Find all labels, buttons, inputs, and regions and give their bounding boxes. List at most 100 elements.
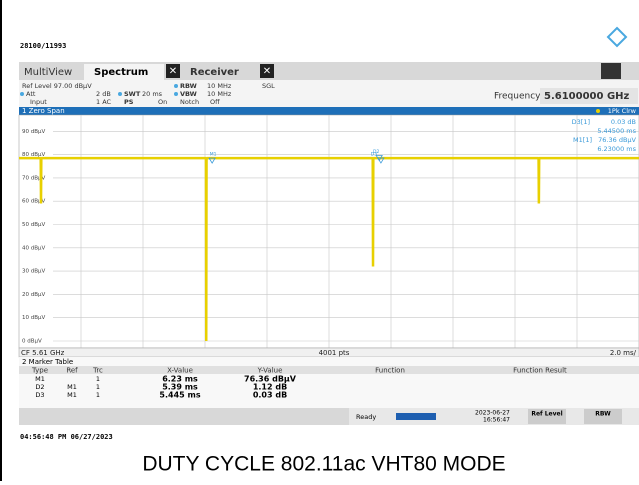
- frequency-box[interactable]: [540, 88, 638, 104]
- status-date: 2023-06-27: [475, 410, 510, 417]
- logo: [606, 26, 628, 48]
- header-id: 28100/11993: [20, 42, 66, 50]
- div: 2.0 ms/: [610, 349, 637, 357]
- marker: [208, 157, 216, 164]
- y-tick-label: 40 dBµV: [22, 245, 46, 251]
- column-header: Type: [31, 367, 48, 375]
- ref-level-button[interactable]: [528, 409, 566, 424]
- table-cell: D2: [35, 383, 44, 391]
- window-title: 1 Zero Span: [22, 107, 65, 115]
- tab-active[interactable]: [84, 64, 164, 80]
- marker-label: D3: [371, 152, 377, 158]
- table-cell: 5.39 ms: [162, 383, 198, 392]
- timestamp: 04:56:48 PM 06/27/2023: [20, 433, 113, 441]
- dot: [174, 84, 178, 88]
- table-cell: 0.03 dB: [253, 391, 287, 400]
- marker-label: M1: [210, 152, 217, 158]
- close-button[interactable]: [166, 64, 180, 78]
- table-cell: 1: [96, 375, 100, 383]
- y-tick-label: 80 dBµV: [22, 152, 46, 158]
- column-header: X-Value: [167, 367, 193, 375]
- cf: CF 5.61 GHz: [21, 349, 65, 357]
- trace-dot: [596, 109, 600, 113]
- setting: RBW: [180, 82, 197, 90]
- y-tick-label: 70 dBµV: [22, 175, 46, 181]
- window-title-bar: [19, 107, 639, 115]
- y-tick-label: 60 dBµV: [22, 199, 46, 205]
- table-cell: M1: [35, 375, 45, 383]
- setting: Off: [210, 98, 220, 106]
- setting: PS: [124, 98, 134, 106]
- y-tick-label: 20 dBµV: [22, 292, 46, 298]
- points: 4001 pts: [319, 349, 350, 357]
- trace: [19, 156, 639, 342]
- setting: On: [158, 98, 167, 106]
- table-cell: 1.12 dB: [253, 383, 287, 392]
- setting: 1 AC: [96, 98, 112, 106]
- caption: DUTY CYCLE 802.11ac VHT80 MODE: [142, 453, 505, 476]
- marker-label: D2: [373, 149, 379, 155]
- column-header: Trc: [92, 367, 103, 375]
- column-header: Function Result: [513, 367, 567, 375]
- dot: [118, 92, 122, 96]
- marker-table-title: 2 Marker Table: [22, 358, 73, 366]
- table-cell: 76.36 dBµV: [244, 375, 297, 384]
- trace-mode: 1Pk Clrw: [608, 107, 637, 115]
- setting: SWT: [124, 90, 141, 98]
- tab-receiver[interactable]: Receiver: [190, 67, 239, 78]
- marker: [377, 157, 385, 164]
- column-header: Function: [375, 367, 405, 375]
- frequency-value: 5.6100000 GHz: [544, 91, 630, 102]
- marker-info: 5.44500 ms: [597, 127, 636, 135]
- y-tick-label: 0 dBµV: [22, 339, 42, 345]
- tab-multiview[interactable]: MultiView: [24, 67, 72, 78]
- marker-info: M1[1]: [573, 136, 592, 144]
- y-tick-label: 10 dBµV: [22, 315, 46, 321]
- table-cell: M1: [67, 383, 77, 391]
- setting: Ref Level 97.00 dBµV: [22, 82, 92, 90]
- close-button[interactable]: [260, 64, 274, 78]
- setting: Att: [26, 90, 36, 98]
- setting: Notch: [180, 98, 199, 106]
- marker-info: D3[1]: [572, 118, 590, 126]
- column-header: Y-Value: [257, 367, 283, 375]
- close-icon: ✕: [169, 66, 177, 77]
- table-cell: 1: [96, 383, 100, 391]
- y-tick-label: 30 dBµV: [22, 269, 46, 275]
- table-cell: D3: [35, 391, 44, 399]
- status-time: 16:56:47: [483, 417, 510, 424]
- table-cell: M1: [67, 391, 77, 399]
- setting: 2 dB: [96, 90, 111, 98]
- setting: Input: [30, 98, 47, 106]
- table-cell: 1: [96, 391, 100, 399]
- status-ready: Ready: [356, 413, 376, 421]
- dot: [20, 92, 24, 96]
- button-label: Ref Level: [531, 411, 562, 418]
- tab-spectrum[interactable]: Spectrum: [94, 67, 148, 78]
- settings-bar: [19, 80, 639, 107]
- frequency-label: Frequency: [494, 92, 541, 102]
- setting: 10 MHz: [207, 82, 232, 90]
- dot: [174, 92, 178, 96]
- menu-button[interactable]: [601, 63, 621, 79]
- marker-info: 6.23000 ms: [597, 145, 636, 153]
- table-cell: 5.445 ms: [159, 391, 200, 400]
- y-tick-label: 50 dBµV: [22, 222, 46, 228]
- status-field: [19, 408, 349, 425]
- setting: 10 MHz: [207, 90, 232, 98]
- column-header: Ref: [66, 367, 78, 375]
- marker-info: 0.03 dB: [611, 118, 636, 126]
- rbw-button[interactable]: [584, 409, 622, 424]
- setting: VBW: [180, 90, 197, 98]
- table-header: [19, 366, 639, 374]
- marker-info: 76.36 dBµV: [598, 136, 636, 144]
- button-label: RBW: [595, 411, 611, 418]
- close-icon: ✕: [263, 66, 271, 77]
- setting: SGL: [262, 82, 275, 90]
- y-tick-label: 90 dBµV: [22, 129, 46, 135]
- setting: 20 ms: [142, 90, 163, 98]
- progress: [396, 413, 436, 420]
- table-cell: 6.23 ms: [162, 375, 198, 384]
- marker-table: [19, 357, 639, 408]
